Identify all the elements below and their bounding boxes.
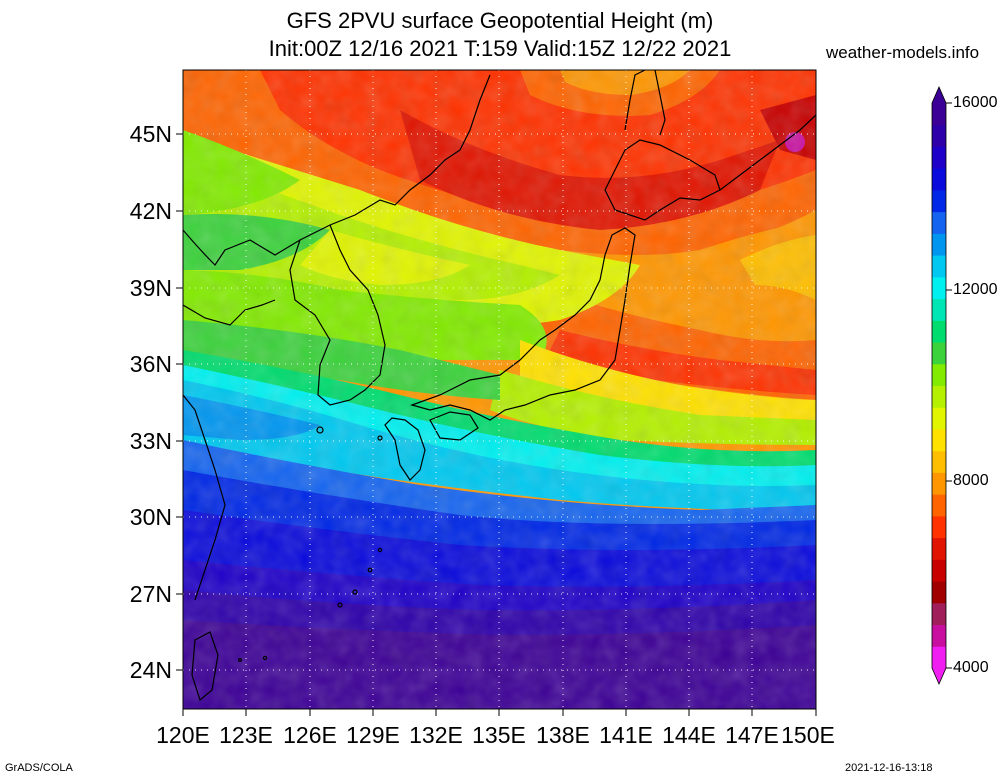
colorbar-swatch bbox=[932, 363, 946, 386]
colorbar-swatch bbox=[932, 624, 946, 647]
axis-ticks bbox=[176, 133, 817, 716]
colorbar-swatch bbox=[932, 581, 946, 604]
colorbar-label-4000: 4000 bbox=[953, 659, 989, 676]
colorbar-swatch bbox=[932, 103, 946, 126]
colorbar-swatch bbox=[932, 537, 946, 560]
lon-label-126e: 126E bbox=[283, 722, 337, 748]
height-field bbox=[183, 70, 816, 709]
colorbar-swatch bbox=[932, 320, 946, 343]
colorbar-swatch bbox=[932, 472, 946, 495]
lat-label-45n: 45N bbox=[129, 121, 172, 147]
map-title: GFS 2PVU surface Geopotential Height (m) bbox=[286, 8, 714, 33]
lon-label-129e: 129E bbox=[346, 722, 400, 748]
colorbar-label-8000: 8000 bbox=[953, 472, 989, 489]
colorbar-swatch bbox=[932, 168, 946, 191]
colorbar-label-12000: 12000 bbox=[953, 281, 998, 298]
footer-software: GrADS/COLA bbox=[5, 762, 73, 774]
lon-label-141e: 141E bbox=[599, 722, 653, 748]
colorbar-swatch bbox=[932, 515, 946, 539]
site-credit: weather-models.info bbox=[826, 43, 980, 62]
colorbar-swatch bbox=[932, 385, 946, 408]
colorbar-min-arrow bbox=[932, 668, 946, 684]
colorbar-swatch bbox=[932, 233, 946, 256]
lon-label-138e: 138E bbox=[536, 722, 590, 748]
colorbar-swatch bbox=[932, 189, 946, 213]
colorbar-swatch bbox=[932, 211, 946, 234]
colorbar-swatch bbox=[932, 342, 946, 365]
lon-label-123e: 123E bbox=[219, 722, 273, 748]
lat-label-24n: 24N bbox=[129, 657, 172, 683]
lat-label-36n: 36N bbox=[129, 351, 172, 377]
colorbar-label-16000: 16000 bbox=[953, 94, 998, 111]
colorbar-swatch bbox=[932, 255, 946, 278]
lat-label-30n: 30N bbox=[129, 504, 172, 530]
lon-label-150e: 150E bbox=[781, 722, 835, 748]
footer-timestamp: 2021-12-16-13:18 bbox=[845, 762, 933, 774]
lon-label-135e: 135E bbox=[472, 722, 526, 748]
colorbar-swatch bbox=[932, 450, 946, 473]
colorbar-swatch bbox=[932, 646, 946, 669]
coastlines bbox=[183, 70, 816, 702]
colorbar-swatch bbox=[932, 276, 946, 300]
colorbar-swatch bbox=[932, 602, 946, 626]
lat-label-39n: 39N bbox=[129, 275, 172, 301]
colorbar-swatch bbox=[932, 407, 946, 430]
colorbar-swatch bbox=[932, 428, 946, 452]
lon-label-132e: 132E bbox=[409, 722, 463, 748]
colorbar-ticks bbox=[946, 102, 952, 669]
lat-label-42n: 42N bbox=[129, 198, 172, 224]
colorbar-max-arrow bbox=[932, 87, 946, 103]
colorbar-swatch bbox=[932, 298, 946, 321]
lon-label-144e: 144E bbox=[662, 722, 716, 748]
lat-label-33n: 33N bbox=[129, 428, 172, 454]
colorbar-swatch bbox=[932, 124, 946, 147]
colorbar-swatch bbox=[932, 494, 946, 517]
map-subtitle: Init:00Z 12/16 2021 T:159 Valid:15Z 12/2… bbox=[268, 36, 732, 61]
colorbar-swatch bbox=[932, 146, 946, 169]
lon-label-120e: 120E bbox=[156, 722, 210, 748]
colorbar-swatch bbox=[932, 559, 946, 582]
lon-label-147e: 147E bbox=[725, 722, 779, 748]
lat-label-27n: 27N bbox=[129, 581, 172, 607]
colorbar bbox=[931, 86, 947, 685]
